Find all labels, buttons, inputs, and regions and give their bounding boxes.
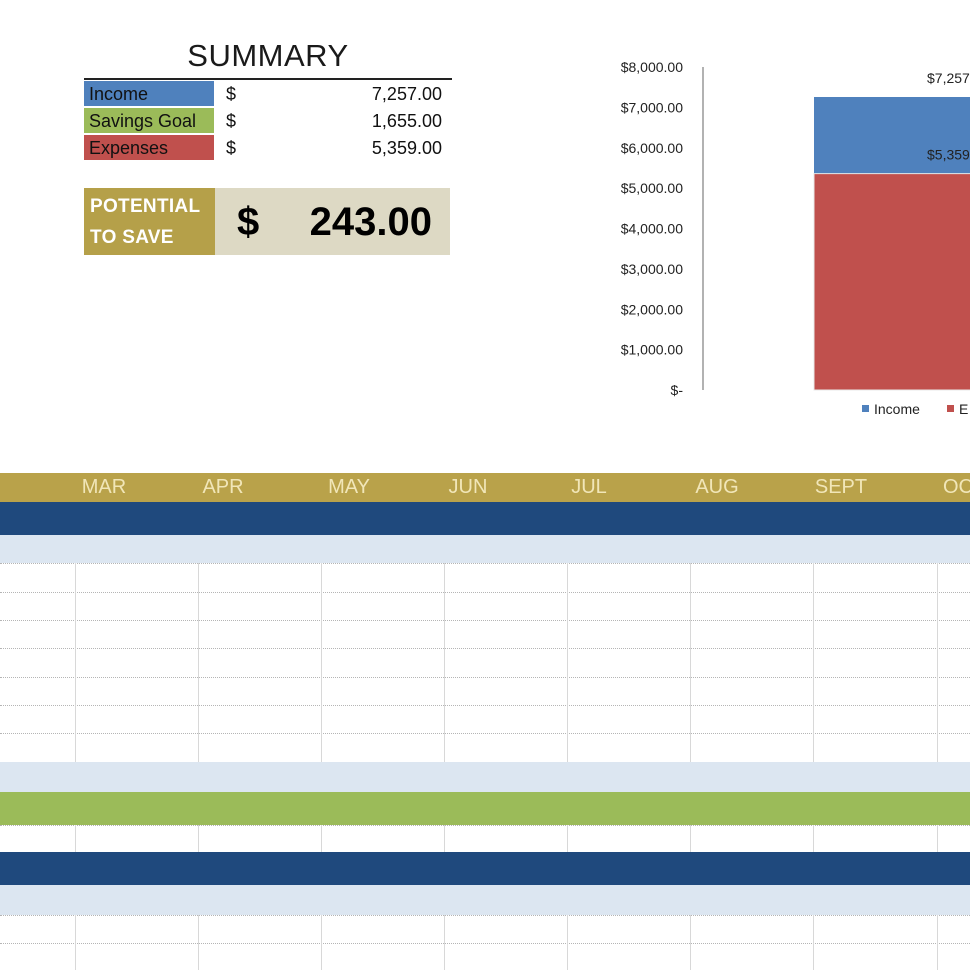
- column-divider: [813, 825, 814, 852]
- savings-section-band: [0, 792, 970, 825]
- income-data-label: $7,257: [927, 70, 970, 86]
- column-divider: [321, 825, 322, 852]
- legend-expenses-swatch: [947, 405, 954, 412]
- grid-line: [0, 648, 970, 649]
- y-tick-label: $7,000.00: [621, 99, 683, 115]
- month-header-row: MAR APR MAY JUN JUL AUG SEPT OC: [0, 473, 970, 502]
- grid-line: [0, 733, 970, 734]
- month-mar[interactable]: MAR: [81, 476, 127, 498]
- month-jul[interactable]: JUL: [571, 476, 607, 498]
- potential-to-save-label: POTENTIAL TO SAVE: [84, 188, 215, 255]
- savings-goal-currency: $: [226, 111, 237, 131]
- column-divider: [75, 563, 76, 762]
- expenses-subheader-band: [0, 885, 970, 915]
- y-tick-label: $5,000.00: [621, 180, 683, 196]
- y-tick-label: $6,000.00: [621, 140, 683, 156]
- income-currency: $: [226, 84, 237, 104]
- summary-row-savings-goal[interactable]: Savings Goal $ 1,655.00: [84, 108, 452, 135]
- legend-income-label: Income: [874, 401, 920, 417]
- column-divider: [321, 915, 322, 970]
- grid-line: [0, 705, 970, 706]
- income-expenses-chart[interactable]: $- $1,000.00 $2,000.00 $3,000.00 $4,000.00 $5…: [600, 50, 970, 430]
- y-tick-label: $2,000.00: [621, 301, 683, 317]
- column-divider: [321, 563, 322, 762]
- month-jun[interactable]: JUN: [448, 476, 488, 498]
- expenses-bar: [813, 173, 970, 391]
- income-section-band: [0, 502, 970, 535]
- column-divider: [690, 915, 691, 970]
- grid-line: [0, 620, 970, 621]
- column-divider: [567, 563, 568, 762]
- column-divider: [567, 825, 568, 852]
- income-label: Income: [84, 81, 214, 106]
- column-divider: [444, 563, 445, 762]
- potential-currency: $: [237, 200, 260, 244]
- month-aug[interactable]: AUG: [695, 476, 739, 498]
- income-subheader-band: [0, 535, 970, 563]
- expenses-amount[interactable]: 5,359.00: [371, 138, 442, 158]
- column-divider: [198, 563, 199, 762]
- column-divider: [813, 563, 814, 762]
- savings-goal-label: Savings Goal: [84, 108, 214, 133]
- summary-table: Income $ 7,257.00 Savings Goal $ 1,655.0…: [84, 81, 452, 162]
- month-oct[interactable]: OC: [943, 476, 970, 498]
- y-tick-label: $8,000.00: [621, 59, 683, 75]
- y-tick-label: $3,000.00: [621, 261, 683, 277]
- grid-line: [0, 915, 970, 916]
- potential-label-line2: TO SAVE: [90, 227, 174, 248]
- grid-line: [0, 943, 970, 944]
- expenses-currency: $: [226, 138, 237, 158]
- legend-income-swatch: [862, 405, 869, 412]
- column-divider: [198, 915, 199, 970]
- grid-line: [0, 825, 970, 826]
- potential-amount: 243.00: [309, 200, 432, 244]
- grid-line: [0, 563, 970, 564]
- column-divider: [75, 915, 76, 970]
- savings-goal-amount[interactable]: 1,655.00: [371, 111, 442, 131]
- potential-to-save-value[interactable]: $ 243.00: [215, 188, 450, 255]
- column-divider: [198, 825, 199, 852]
- summary-row-income[interactable]: Income $ 7,257.00: [84, 81, 452, 108]
- column-divider: [813, 915, 814, 970]
- month-apr[interactable]: APR: [202, 476, 244, 498]
- income-total-band: [0, 762, 970, 792]
- grid-line: [0, 592, 970, 593]
- grid-line: [0, 677, 970, 678]
- income-amount[interactable]: 7,257.00: [371, 84, 442, 104]
- expenses-data-label: $5,359: [927, 147, 970, 163]
- summary-title: SUMMARY: [187, 38, 349, 73]
- column-divider: [444, 825, 445, 852]
- month-sept[interactable]: SEPT: [814, 476, 868, 498]
- column-divider: [567, 915, 568, 970]
- column-divider: [75, 825, 76, 852]
- expenses-label: Expenses: [84, 135, 214, 160]
- month-may[interactable]: MAY: [328, 476, 370, 498]
- y-tick-label: $-: [671, 382, 684, 398]
- column-divider: [937, 915, 938, 970]
- y-tick-label: $4,000.00: [621, 221, 683, 237]
- summary-row-expenses[interactable]: Expenses $ 5,359.00: [84, 135, 452, 162]
- column-divider: [937, 563, 938, 762]
- column-divider: [690, 825, 691, 852]
- y-tick-label: $1,000.00: [621, 342, 683, 358]
- potential-label-line1: POTENTIAL: [90, 196, 201, 217]
- summary-divider: [84, 78, 452, 80]
- legend-expenses-label: E: [959, 401, 968, 417]
- column-divider: [690, 563, 691, 762]
- column-divider: [444, 915, 445, 970]
- expenses-section-band: [0, 852, 970, 885]
- column-divider: [937, 825, 938, 852]
